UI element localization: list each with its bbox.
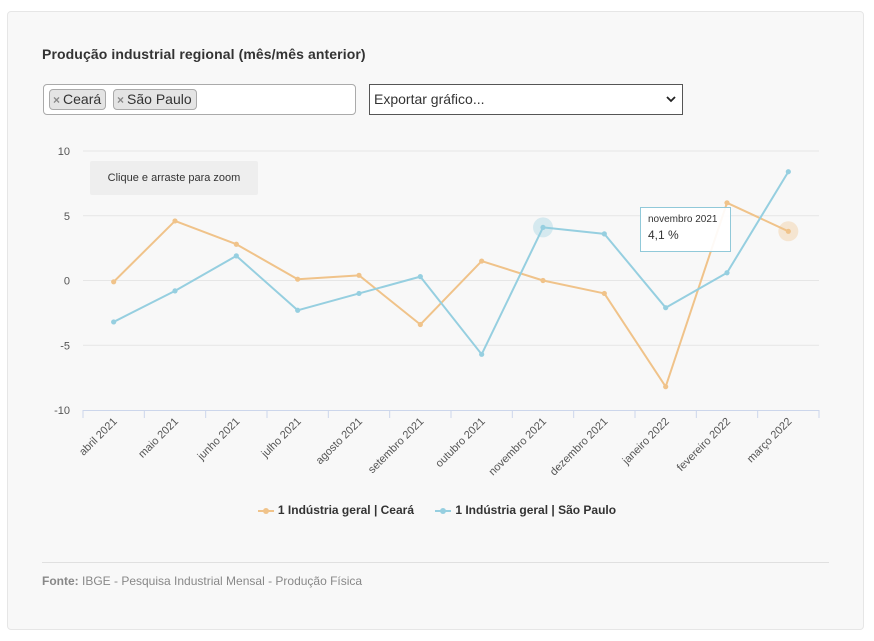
series-lines[interactable] — [111, 169, 799, 390]
data-point — [233, 253, 239, 259]
x-tick-label: junho 2021 — [195, 416, 243, 464]
y-tick-label: -5 — [60, 340, 70, 352]
zoom-hint: Clique e arraste para zoom — [90, 161, 258, 195]
data-point — [356, 290, 362, 297]
region-select[interactable]: × Ceará × São Paulo — [43, 84, 356, 115]
x-tick-label: julho 2021 — [259, 416, 304, 461]
export-label: Exportar gráfico... — [374, 91, 485, 107]
x-tick-label: maio 2021 — [136, 416, 181, 461]
source-label: Fonte: — [42, 574, 79, 588]
data-point — [785, 228, 791, 234]
source-text: IBGE - Pesquisa Industrial Mensal - Prod… — [78, 574, 363, 588]
axes: 10 5 0 -5 -10 abril 2021 maio 2021 junho 2021 ju… — [54, 146, 820, 479]
x-tick-label: novembro 2021 — [487, 416, 550, 479]
data-point — [172, 288, 178, 294]
data-point — [479, 258, 485, 264]
data-point — [479, 351, 485, 357]
data-point — [663, 305, 669, 311]
x-tick-label: janeiro 2022 — [620, 416, 672, 468]
data-point — [111, 279, 117, 285]
data-point — [356, 272, 362, 278]
tooltip: novembro 2021 4,1 % — [640, 207, 731, 252]
chevron-down-icon — [666, 96, 676, 103]
series-line — [113, 171, 790, 356]
x-tick-label: fevereiro 2022 — [675, 416, 733, 474]
series-line — [112, 201, 789, 388]
x-tick-label: agosto 2021 — [314, 416, 365, 467]
remove-ceara-icon[interactable]: × — [53, 93, 61, 107]
legend-item-ceara[interactable]: 1 Indústria geral | Ceará — [257, 503, 414, 517]
tag-ceara: × Ceará — [49, 89, 107, 110]
y-tick-label: 5 — [64, 211, 70, 223]
data-point — [233, 241, 239, 247]
x-tick-label: março 2022 — [745, 416, 795, 466]
source-note: Fonte: IBGE - Pesquisa Industrial Mensal… — [42, 574, 362, 588]
legend: 1 Indústria geral | Ceará 1 Indústria ge… — [0, 503, 874, 517]
data-point — [295, 307, 301, 313]
y-tick-label: 10 — [58, 146, 70, 158]
data-point — [295, 276, 301, 282]
grid-lines — [83, 150, 819, 346]
legend-symbol-ceara — [257, 506, 274, 516]
data-point — [540, 224, 546, 231]
data-point — [724, 270, 730, 276]
tag-sao-paulo: × São Paulo — [113, 89, 197, 110]
x-tick-label: setembro 2021 — [366, 416, 426, 476]
data-point — [601, 231, 607, 237]
data-point — [172, 218, 178, 224]
data-point — [540, 277, 546, 284]
legend-item-sao-paulo[interactable]: 1 Indústria geral | São Paulo — [435, 503, 616, 517]
data-point — [724, 200, 730, 206]
x-tick-label: outubro 2021 — [433, 416, 487, 470]
data-point — [111, 319, 117, 325]
chart-title: Produção industrial regional (mês/mês an… — [42, 46, 366, 62]
remove-sao-paulo-icon[interactable]: × — [117, 93, 125, 107]
tooltip-value: 4,1 % — [648, 228, 679, 242]
data-point — [417, 321, 423, 328]
x-tick-label: dezembro 2021 — [548, 416, 611, 479]
data-point — [601, 290, 607, 297]
divider — [42, 562, 829, 563]
data-point — [785, 169, 791, 175]
data-point — [663, 384, 669, 390]
tag-ceara-label: Ceará — [63, 91, 102, 107]
legend-label-sao-paulo: 1 Indústria geral | São Paulo — [455, 503, 617, 517]
x-tick-label: abril 2021 — [77, 416, 120, 459]
y-tick-label: 0 — [64, 276, 70, 288]
legend-symbol-sao-paulo — [435, 506, 452, 516]
y-tick-label: -10 — [54, 405, 70, 417]
tag-sao-paulo-label: São Paulo — [127, 91, 192, 107]
data-point — [417, 274, 423, 280]
legend-label-ceara: 1 Indústria geral | Ceará — [277, 503, 414, 517]
tooltip-title: novembro 2021 — [648, 214, 718, 225]
export-select[interactable]: Exportar gráfico... — [369, 84, 683, 115]
